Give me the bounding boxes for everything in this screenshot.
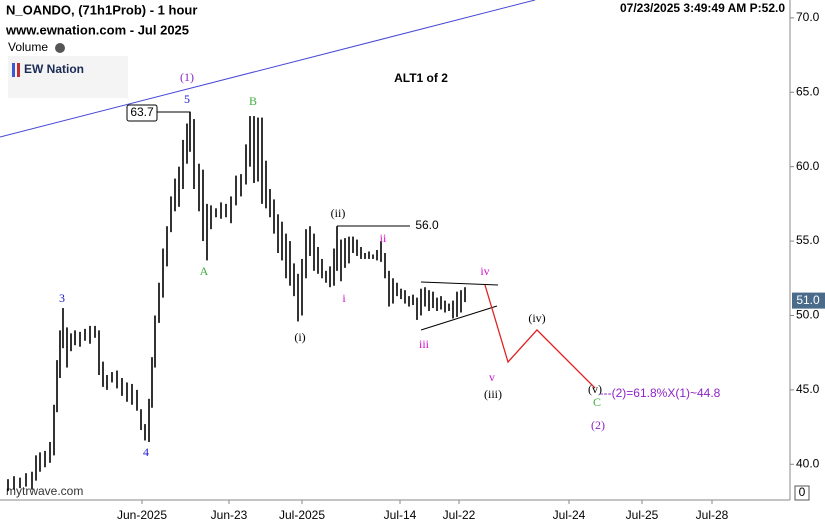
wave-label: A [200, 264, 209, 278]
y-tick-label: 60.0 [796, 159, 820, 173]
x-tick-label: Jul-2025 [279, 508, 325, 522]
wave-label: 63.7 [130, 105, 154, 119]
logo: EW Nation [24, 62, 84, 76]
wave-label: 3 [59, 291, 65, 305]
site: www.ewnation.com - Jul 2025 [5, 22, 189, 37]
wave-label: ii [380, 231, 387, 245]
wave-label: iv [480, 264, 489, 278]
projection-path [484, 284, 596, 389]
chart-title: ALT1 of 2 [394, 71, 448, 85]
wave-label: (iii) [484, 387, 502, 401]
annotation-box [126, 104, 158, 122]
logo-box [8, 56, 128, 98]
wave-label: (2) [591, 418, 605, 432]
x-tick-label: Jun-23 [211, 508, 248, 522]
volume-label: Volume [8, 40, 48, 54]
footer: mytrwave.com [6, 484, 83, 498]
last-price-label: 51.0 [796, 293, 820, 307]
triangle-line [420, 281, 499, 286]
wave-label: C [593, 395, 601, 409]
timestamp: 07/23/2025 3:49:49 AM P:52.0 [620, 1, 785, 15]
y-tick-label: 70.0 [796, 10, 820, 24]
logo-mark [12, 63, 15, 77]
y-tick-label: 55.0 [796, 233, 820, 247]
triangle-line [420, 305, 498, 331]
x-tick-label: Jul-22 [443, 508, 476, 522]
y-tick-label: 50.0 [796, 308, 820, 322]
wave-label: B [249, 94, 257, 108]
wave-label: (v) [588, 382, 602, 396]
wave-label: ---(2)=61.8%X(1)~44.8 [600, 386, 721, 400]
wave-label: (i) [294, 330, 305, 344]
x-tick-label: Jul-28 [696, 508, 729, 522]
wave-label: (1) [180, 70, 194, 84]
volume-axis-label: 0 [799, 485, 806, 499]
wave-label: (iv) [528, 311, 545, 325]
wave-label: v [489, 370, 495, 384]
wave-label: i [342, 291, 346, 305]
y-tick-label: 45.0 [796, 382, 820, 396]
y-tick-label: 65.0 [796, 84, 820, 98]
trend-line [0, 0, 536, 138]
wave-label: (ii) [331, 206, 346, 220]
x-tick-label: Jul-24 [553, 508, 586, 522]
symbol: N_OANDO, (71h1Prob) - 1 hour [6, 2, 197, 17]
volume-axis-box [794, 485, 810, 501]
wave-label: 56.0 [415, 218, 439, 232]
x-tick-label: Jul-25 [626, 508, 659, 522]
wave-label: 5 [184, 92, 190, 106]
wave-label: iii [419, 337, 430, 351]
logo-mark [17, 63, 20, 77]
settings-icon[interactable] [55, 43, 65, 53]
x-tick-label: Jul-14 [384, 508, 417, 522]
y-tick-label: 40.0 [796, 456, 820, 470]
wave-label: 4 [143, 445, 149, 459]
last-price-box [792, 292, 825, 309]
x-tick-label: Jun-2025 [117, 508, 167, 522]
